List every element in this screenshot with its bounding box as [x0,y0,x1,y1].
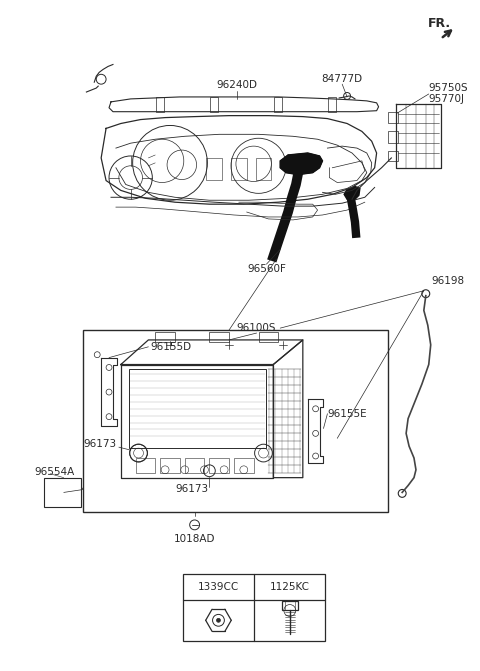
Bar [388,151,398,161]
Bar [129,370,266,448]
Text: 96554A: 96554A [34,467,74,477]
Text: 96240D: 96240D [216,80,257,90]
Polygon shape [344,187,360,200]
Bar [274,97,282,111]
Bar [209,332,229,342]
Text: 96100S: 96100S [237,323,276,333]
Text: 95770J: 95770J [429,94,465,104]
Bar [44,478,82,507]
Text: 96198: 96198 [432,276,465,286]
Bar [183,574,325,641]
Bar [256,158,271,180]
Bar [234,458,253,473]
Bar [210,97,218,111]
Text: 96155D: 96155D [150,342,192,352]
Bar [206,158,222,180]
Text: FR.: FR. [428,17,451,30]
Text: 96560F: 96560F [247,264,286,274]
Text: 95750S: 95750S [429,83,468,93]
Bar [160,458,180,473]
Bar [209,458,229,473]
Bar [388,132,398,143]
Bar [328,97,336,111]
Circle shape [216,619,220,622]
Text: 96173: 96173 [175,484,208,495]
Bar [156,97,164,111]
Text: 1125KC: 1125KC [270,582,310,592]
Bar [282,601,298,611]
Text: 96173: 96173 [84,440,117,449]
Bar [155,332,175,342]
Bar [135,458,155,473]
Polygon shape [280,153,323,174]
Text: 96155E: 96155E [327,409,367,419]
Bar [185,458,204,473]
Bar [259,332,278,342]
Bar [231,158,247,180]
Text: 1018AD: 1018AD [174,533,216,544]
Text: 84777D: 84777D [322,74,363,85]
Text: 1339CC: 1339CC [198,582,239,592]
Bar [84,330,388,512]
Bar [388,111,398,123]
